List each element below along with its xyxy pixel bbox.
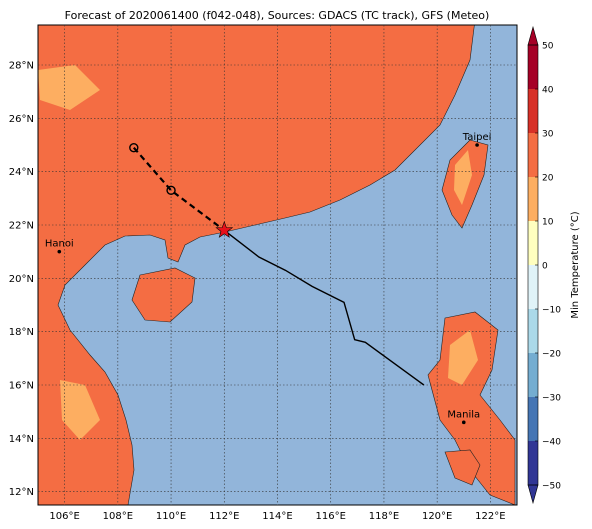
x-tick-label: 114°E bbox=[262, 511, 292, 522]
y-tick-label: 20°N bbox=[9, 274, 34, 285]
city-label: Manila bbox=[447, 409, 480, 420]
x-tick-label: 118°E bbox=[369, 511, 399, 522]
colorbar-band bbox=[528, 177, 538, 221]
colorbar-band bbox=[528, 441, 538, 485]
colorbar-band bbox=[528, 397, 538, 441]
colorbar-tick-label: 50 bbox=[542, 42, 554, 52]
y-tick-label: 14°N bbox=[9, 434, 34, 445]
colorbar-band bbox=[528, 89, 538, 133]
y-tick-label: 24°N bbox=[9, 167, 34, 178]
x-tick-label: 110°E bbox=[156, 511, 186, 522]
city-marker bbox=[461, 420, 466, 425]
city-marker bbox=[475, 143, 479, 147]
x-tick-label: 106°E bbox=[49, 511, 79, 522]
y-tick-label: 18°N bbox=[9, 327, 34, 338]
colorbar-band bbox=[528, 353, 538, 397]
colorbar-tick-label: −20 bbox=[542, 350, 561, 360]
colorbar-band bbox=[528, 45, 538, 89]
colorbar-band bbox=[528, 133, 538, 177]
y-tick-label: 16°N bbox=[9, 381, 34, 392]
colorbar-label: Min Temperature (°C) bbox=[570, 211, 581, 318]
city-label: Taipei bbox=[462, 132, 492, 143]
forecast-track bbox=[132, 146, 225, 232]
colorbar-tick-label: −50 bbox=[542, 482, 561, 492]
colorbar-extend-bottom bbox=[527, 484, 539, 505]
x-tick-label: 116°E bbox=[316, 511, 346, 522]
y-tick-label: 22°N bbox=[9, 221, 34, 232]
city-marker bbox=[57, 249, 62, 254]
x-tick-label: 112°E bbox=[209, 511, 239, 522]
y-tick-label: 12°N bbox=[9, 487, 34, 498]
land bbox=[38, 25, 516, 505]
colorbar-tick-label: 10 bbox=[542, 218, 554, 228]
colorbar-tick-label: −10 bbox=[542, 306, 561, 316]
x-tick-label: 120°E bbox=[422, 511, 452, 522]
colorbar-band bbox=[528, 221, 538, 265]
past-track bbox=[223, 229, 425, 386]
colorbar-tick-label: 0 bbox=[542, 262, 548, 272]
city-label: Hanoi bbox=[45, 239, 74, 250]
colorbar-extend-top bbox=[527, 25, 539, 46]
x-tick-label: 108°E bbox=[103, 511, 133, 522]
colorbar-tick-label: −40 bbox=[542, 438, 561, 448]
storm-position bbox=[215, 220, 234, 238]
y-tick-label: 28°N bbox=[9, 61, 34, 72]
x-tick-label: 122°E bbox=[475, 511, 505, 522]
track-point bbox=[129, 142, 139, 153]
map-title: Forecast of 2020061400 (f042-048), Sourc… bbox=[65, 9, 490, 22]
track-point bbox=[166, 185, 176, 196]
colorbar-tick-label: 40 bbox=[542, 86, 554, 96]
colorbar-band bbox=[528, 265, 538, 309]
y-tick-label: 26°N bbox=[9, 114, 34, 125]
colorbar-tick-label: 30 bbox=[542, 130, 554, 140]
colorbar-tick-label: 20 bbox=[542, 174, 554, 184]
colorbar-tick-label: −30 bbox=[542, 394, 561, 404]
colorbar-band bbox=[528, 309, 538, 353]
